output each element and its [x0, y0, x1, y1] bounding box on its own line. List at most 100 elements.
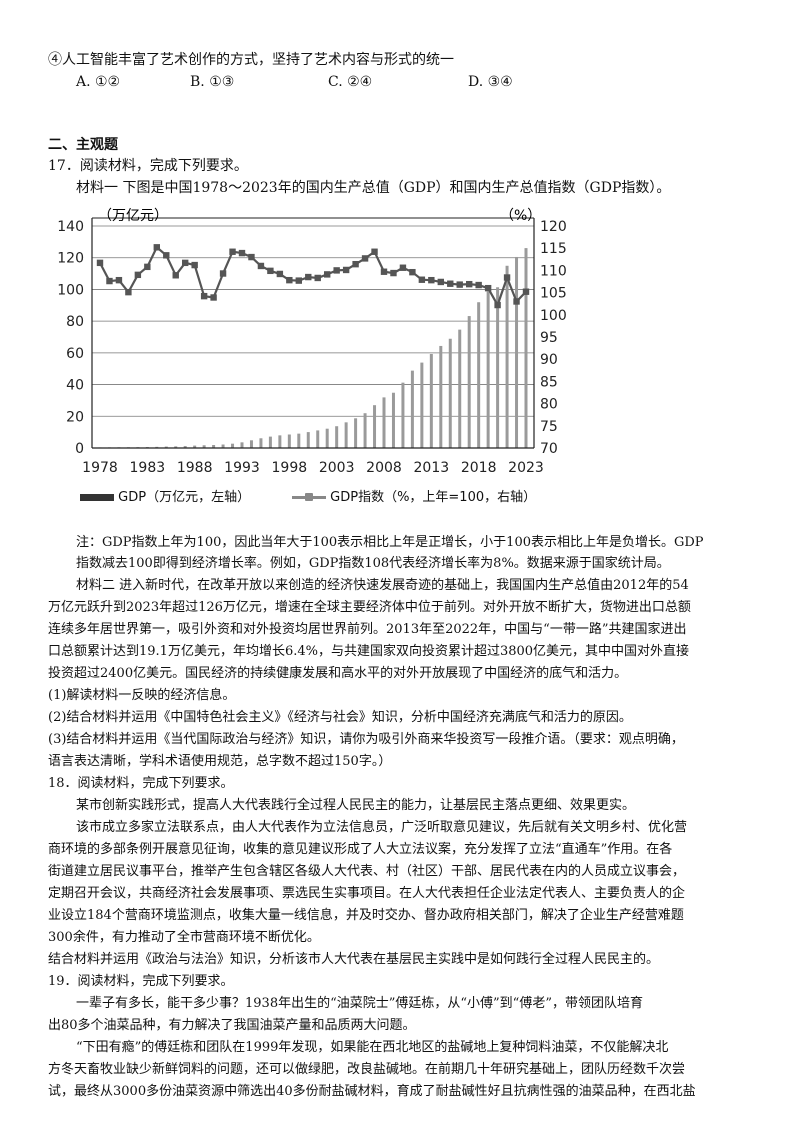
gdp-bar [505, 265, 509, 448]
gdp-index-point [494, 301, 501, 309]
q17-stem: 17．阅读材料，完成下列要求。 [48, 158, 248, 174]
gdp-index-point [106, 277, 113, 285]
gdp-bar [212, 445, 216, 448]
left-tick-label: 0 [75, 441, 84, 457]
gdp-index-point [144, 263, 151, 271]
gdp-index-point [295, 277, 302, 284]
x-tick-label: 1998 [272, 460, 308, 476]
q18-para1: 某市创新实践形式，提高人大代表践行全过程人民民主的能力，让基层民主落点更细、效果… [76, 798, 636, 813]
legend-gdp-swatch [80, 494, 114, 501]
gdp-bar [325, 428, 329, 448]
gdp-bars [98, 248, 528, 449]
gdp-index-point [172, 272, 179, 279]
gdp-bar [335, 426, 339, 448]
gdp-bar [259, 438, 263, 448]
gdp-bar [193, 445, 197, 448]
gdp-bar [164, 446, 168, 448]
x-tick-label: 1993 [224, 460, 260, 476]
gdp-bar [448, 338, 452, 448]
gdp-index-point [371, 248, 378, 255]
q19-para2-line3: 试，最终从3000多份油菜资源中筛选出40多份耐盐碱材料，育成了耐盐碱性好且抗病… [48, 1084, 696, 1099]
left-tick-label: 20 [66, 409, 84, 425]
q16-choice-d[interactable]: D. ③④ [468, 74, 513, 90]
gdp-index-point [125, 288, 132, 296]
gdp-index-point [428, 276, 435, 284]
chart-note-line2: 指数减去100即得到经济增长率。例如，GDP指数108代表经济增长率为8%。数据… [76, 556, 670, 571]
gdp-bar [429, 353, 433, 448]
q16-choice-b[interactable]: B. ①③ [190, 74, 235, 90]
gdp-index-point [380, 268, 388, 275]
gdp-bar [221, 444, 225, 448]
gdp-bar [231, 443, 235, 448]
gdp-index-point [248, 253, 255, 261]
left-tick-label: 120 [57, 251, 84, 267]
gdp-bar [486, 291, 490, 448]
q18-para2-line3: 街道建立居民议事平台，推举产生包含辖区各级人大代表、村（社区）干部、居民代表在内… [48, 864, 686, 879]
chart-note-line1: 注：GDP指数上年为100，因此当年大于100表示相比上年是正增长，小于100表… [76, 535, 704, 550]
gdp-index-point [447, 280, 454, 287]
gdp-bar [420, 362, 424, 448]
q17-material2-line3: 连续多年居世界第一，吸引外资和对外投资均居世界前列。2013年至2022年，中国… [48, 622, 687, 637]
right-tick-label: 95 [540, 330, 558, 346]
q18-para2-line2: 商环境的多部条例开展意见征询，收集的意见建议形成了人大立法议案，充分发挥了立法“… [48, 842, 673, 857]
right-tick-label: 115 [540, 241, 567, 257]
right-tick-label: 120 [540, 219, 567, 235]
x-tick-label: 2003 [319, 460, 355, 476]
gdp-index-point [200, 292, 208, 300]
gdp-bar [496, 287, 500, 448]
gdp-index-point [305, 273, 312, 281]
q19-para1-line1: 一辈子有多长，能干多少事？1938年出生的“油菜院士”傅廷栋，从“小傅”到“傅老… [76, 996, 643, 1011]
gdp-bar [268, 436, 272, 448]
left-axis-unit: （万亿元） [98, 208, 168, 224]
q17-material1-intro: 材料一 下图是中国1978～2023年的国内生产总值（GDP）和国内生产总值指数… [76, 180, 671, 196]
gdp-bar [306, 432, 310, 448]
gdp-chart: 0 20 40 60 80 100 120 140 70 75 80 85 90 95 100 105 110 1… [57, 208, 567, 476]
gdp-bar [410, 370, 414, 448]
gdp-index-point [409, 268, 416, 276]
legend-gdp: GDP（万亿元，左轴） [80, 486, 250, 505]
gdp-index-point [314, 274, 321, 282]
gdp-index-point [513, 298, 520, 305]
gdp-index-point [96, 259, 104, 267]
gdp-index-point [342, 266, 350, 274]
q18-para2-line1: 该市成立多家立法联系点，由人大代表作为立法信息员，广泛听取意见建议，先后就有关文… [76, 820, 688, 835]
gdp-index-point [163, 252, 170, 259]
gdp-index-point [456, 281, 463, 288]
legend-index: GDP指数（%，上年=100，右轴） [292, 486, 536, 505]
gdp-index-point [134, 271, 142, 279]
q16-option-4: ④人工智能丰富了艺术创作的方式，坚持了艺术内容与形式的统一 [48, 52, 454, 68]
q16-choice-c[interactable]: C. ②④ [328, 74, 373, 90]
q18-para2-line4: 定期召开会议，共商经济社会发展事项、票选民生实事项目。在人大代表担任企业法定代表… [48, 886, 686, 901]
gdp-index-point [503, 274, 511, 281]
gdp-index-point [352, 260, 359, 268]
gdp-index-point [475, 281, 482, 289]
gdp-bar [174, 446, 178, 448]
gdp-index-point [153, 244, 160, 251]
left-tick-label: 100 [57, 282, 84, 298]
q19-para2-line2: 方冬天畜牧业缺少新鲜饲料的问题，还可以做绿肥，改良盐碱地。在前期几十年研究基础上… [48, 1062, 686, 1077]
left-tick-label: 40 [66, 378, 84, 394]
x-tick-label: 2013 [414, 460, 450, 476]
gdp-index-point [238, 249, 246, 257]
gdp-index-point [324, 271, 331, 278]
gdp-index-point [191, 261, 198, 269]
q16-choice-a[interactable]: A. ①② [76, 74, 121, 90]
gdp-index-point [182, 259, 189, 267]
x-tick-label: 1983 [130, 460, 166, 476]
gdp-bar [297, 433, 301, 448]
q18-para2-line5: 业设立184个营商环境监测点，收集大量一线信息，并及时交办、督办政府相关部门，解… [48, 908, 684, 923]
gdp-index-point [229, 248, 236, 255]
gdp-index-polyline [99, 245, 527, 308]
gdp-bar [354, 418, 358, 448]
right-tick-label: 80 [540, 397, 558, 413]
gdp-index-point [257, 262, 265, 270]
gdp-index-point [522, 288, 530, 295]
gdp-bar [202, 445, 206, 448]
gdp-bar [382, 397, 386, 448]
chart-axes [91, 217, 535, 449]
gdp-index-point [333, 267, 340, 274]
gdp-index-point [484, 284, 492, 292]
gdp-bar [249, 440, 253, 448]
right-tick-label: 85 [540, 374, 558, 390]
q17-task-3: (3)结合材料并运用《当代国际政治与经济》知识，请你为吸引外商来华投资写一段推介… [48, 732, 684, 747]
